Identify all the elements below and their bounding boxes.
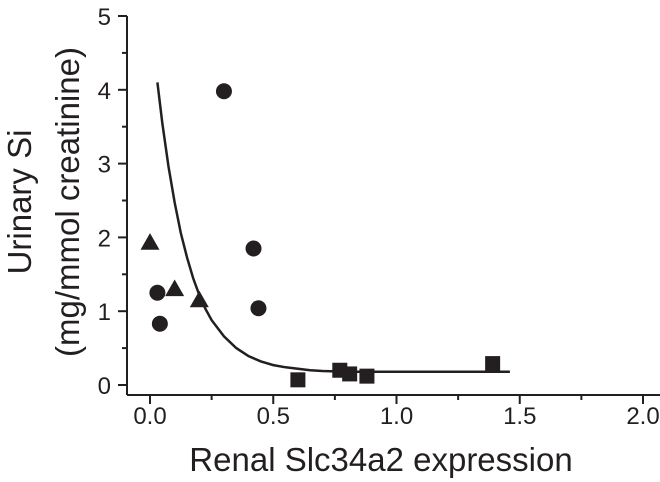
square-point [359,368,375,384]
x-tick-label: 1.0 [380,403,413,430]
circle-point [151,315,168,332]
triangle-point [140,233,160,250]
triangle-point [189,290,209,308]
y-tick-label: 1 [98,299,111,326]
x-tick-label: 1.5 [503,403,536,430]
circle-point [149,284,166,301]
x-tick-label: 0.5 [257,403,290,430]
circle-point [250,300,267,317]
square-point [290,372,306,388]
axes [126,16,660,396]
y-tick-label: 4 [98,78,111,105]
triangle-point [165,279,185,297]
y-tick-label: 5 [98,4,111,31]
data-points [140,83,501,388]
circle-point [245,240,262,257]
y-tick-label: 0 [98,373,111,400]
y-tick-label: 3 [98,152,111,179]
tick-labels: 0.0 0.5 1.0 1.5 2.0 0 1 2 3 4 5 [98,4,660,430]
ticks [118,15,644,404]
fit-curve [156,82,510,373]
x-tick-label: 2.0 [626,403,659,430]
y-axis-title-line1: Urinary Si [1,130,38,275]
x-axis-title: Renal Slc34a2 expression [189,441,572,478]
square-point [342,366,358,382]
y-axis-title-line2: (mg/mmol creatinine) [49,47,86,357]
y-tick-label: 2 [98,225,111,252]
circle-point [215,83,232,100]
x-tick-label: 0.0 [133,403,166,430]
square-point [485,356,501,372]
